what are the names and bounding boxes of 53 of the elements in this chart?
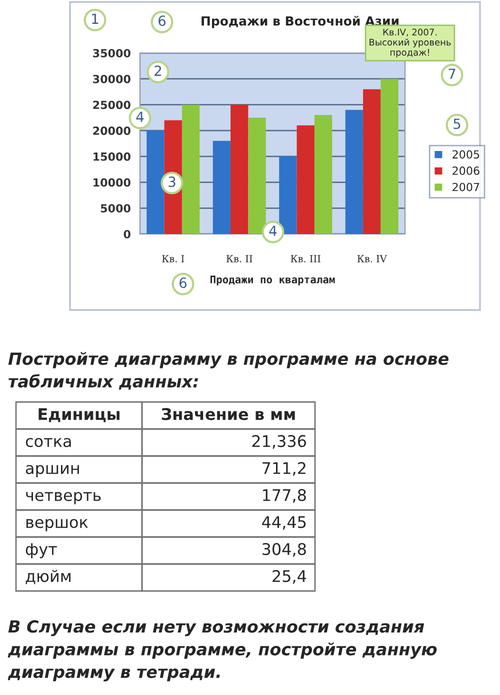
text: 5 xyxy=(454,118,460,130)
text: 21,336 xyxy=(252,435,306,449)
x-tick-label: Кв. IV xyxy=(357,255,388,262)
bar xyxy=(279,156,297,234)
annotation: 4 xyxy=(269,226,277,236)
bar xyxy=(248,118,266,234)
bar xyxy=(363,89,381,234)
text: 6 xyxy=(180,278,187,288)
text: 304,8 xyxy=(262,543,306,557)
text: 44,45 xyxy=(262,516,306,530)
text: Единицы xyxy=(38,408,120,422)
y-tick-label: 15000 xyxy=(94,152,130,161)
legend-label: 2007 xyxy=(452,182,480,192)
y-tick-label: 30000 xyxy=(93,74,130,84)
text: аршин xyxy=(26,464,79,478)
annotation: 2 xyxy=(154,66,162,76)
bar xyxy=(314,115,332,234)
text: дюйм xyxy=(26,570,70,584)
text: В Случае если нету возможности создания диаграммы в программе, постройте данную диаграмму в тетради. xyxy=(8,620,437,682)
x-tick-label: Кв. II xyxy=(226,255,252,262)
text: Постройте диаграмму в программе на основе табличных данных: xyxy=(8,352,449,390)
legend-label: 2005 xyxy=(452,150,480,159)
text: фут xyxy=(26,543,57,558)
y-tick-label: 25000 xyxy=(93,100,130,110)
x-tick-label: Кв. I xyxy=(162,255,184,262)
text: Значение в мм xyxy=(162,408,295,420)
annotation: Кв.IV, 2007. Высокий уровень продаж! xyxy=(370,28,451,58)
y-tick-label: 20000 xyxy=(93,126,130,135)
x-axis-title: Продажи по кварталам xyxy=(210,276,335,286)
text: 1 xyxy=(92,14,98,24)
text: четверть xyxy=(26,492,101,504)
text: 7 xyxy=(448,68,456,79)
text: сотка xyxy=(26,438,71,448)
bar xyxy=(212,140,231,234)
bar xyxy=(345,110,364,234)
y-tick-label: 0 xyxy=(124,230,130,238)
text: 25,4 xyxy=(272,570,306,584)
y-tick-label: 10000 xyxy=(94,178,130,187)
bar xyxy=(230,104,248,234)
bar xyxy=(182,104,200,234)
annotation: 4 xyxy=(136,112,144,122)
legend-label: 2006 xyxy=(452,166,480,175)
x-tick-label: Кв. III xyxy=(290,255,320,262)
bar xyxy=(146,130,164,234)
bar xyxy=(380,78,398,234)
bar xyxy=(296,125,314,234)
y-tick-label: 5000 xyxy=(100,204,130,213)
y-tick-label: 35000 xyxy=(93,48,130,58)
text: 177,8 xyxy=(263,489,306,503)
text: 711,2 xyxy=(262,462,306,476)
text: 6 xyxy=(158,16,166,26)
text: вершок xyxy=(26,518,88,532)
annotation: 3 xyxy=(168,176,176,188)
